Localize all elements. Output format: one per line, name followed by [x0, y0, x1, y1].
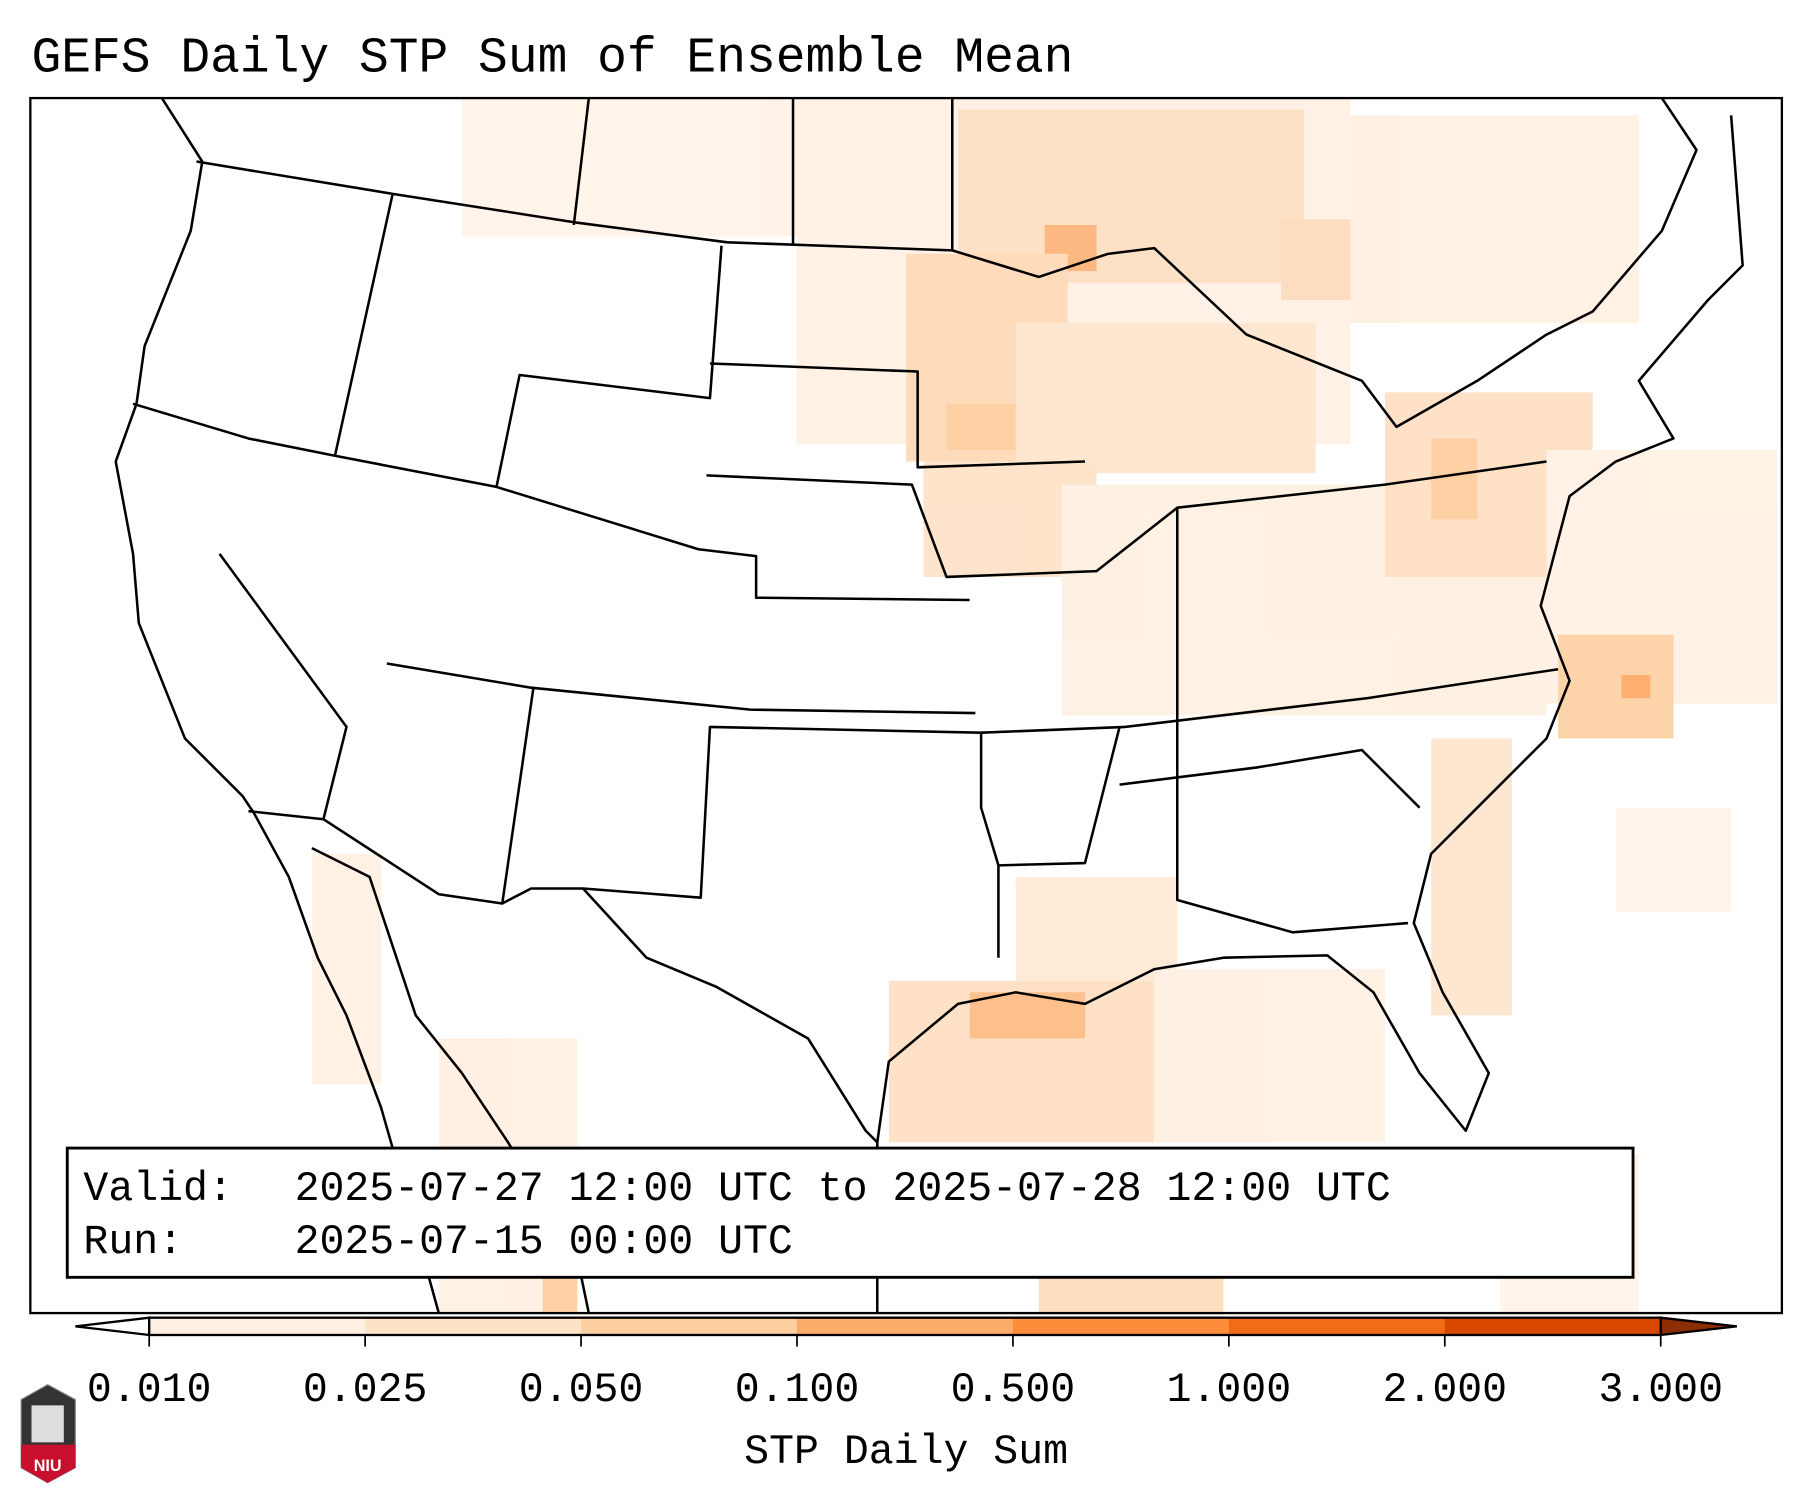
colorbar-tick-label: 0.010: [87, 1367, 212, 1414]
colorbar-over-extension: [1659, 1316, 1738, 1337]
coastlines-and-borders: [114, 97, 1744, 1314]
colorbar-segment: [1012, 1317, 1230, 1335]
colorbar-tick-label: 0.025: [303, 1367, 428, 1414]
colorbar-tick-label: 1.000: [1167, 1367, 1292, 1414]
colorbar-segment: [149, 1317, 366, 1335]
colorbar-segment: [581, 1317, 798, 1335]
map-panel: [29, 96, 1784, 1315]
colorbar-tick-label: 2.000: [1383, 1367, 1508, 1414]
colorbar-segment: [1444, 1317, 1662, 1335]
run-label: Run:: [83, 1219, 183, 1266]
colorbar-tick-label: 0.500: [951, 1367, 1076, 1414]
run-value: 2025-07-15 00:00 UTC: [295, 1219, 793, 1266]
colorbar: 0.010 0.025 0.050 0.100 0.500 1.000 2.000 3.000: [75, 1316, 1738, 1414]
colorbar-label: STP Daily Sum: [744, 1429, 1068, 1476]
colorbar-segment: [796, 1317, 1014, 1335]
colorbar-under-extension: [75, 1316, 151, 1337]
colorbar-tick-label: 0.100: [735, 1367, 860, 1414]
colorbar-tick-label: 3.000: [1598, 1367, 1723, 1414]
info-box: Valid: 2025-07-27 12:00 UTC to 2025-07-2…: [65, 1146, 1635, 1279]
colorbar-tick-label: 0.050: [519, 1367, 644, 1414]
map-frame: [29, 96, 1784, 1315]
colorbar-segment: [1228, 1317, 1446, 1335]
figure-title: GEFS Daily STP Sum of Ensemble Mean: [32, 31, 1074, 87]
stp-shading: [311, 98, 1778, 1314]
valid-label: Valid:: [83, 1166, 232, 1213]
colorbar-segment: [365, 1317, 582, 1335]
niu-logo: NIU: [20, 1383, 76, 1484]
valid-value: 2025-07-27 12:00 UTC to 2025-07-28 12:00…: [295, 1166, 1391, 1213]
colorbar-outline: [148, 1316, 1662, 1337]
niu-logo-text: NIU: [34, 1457, 62, 1475]
